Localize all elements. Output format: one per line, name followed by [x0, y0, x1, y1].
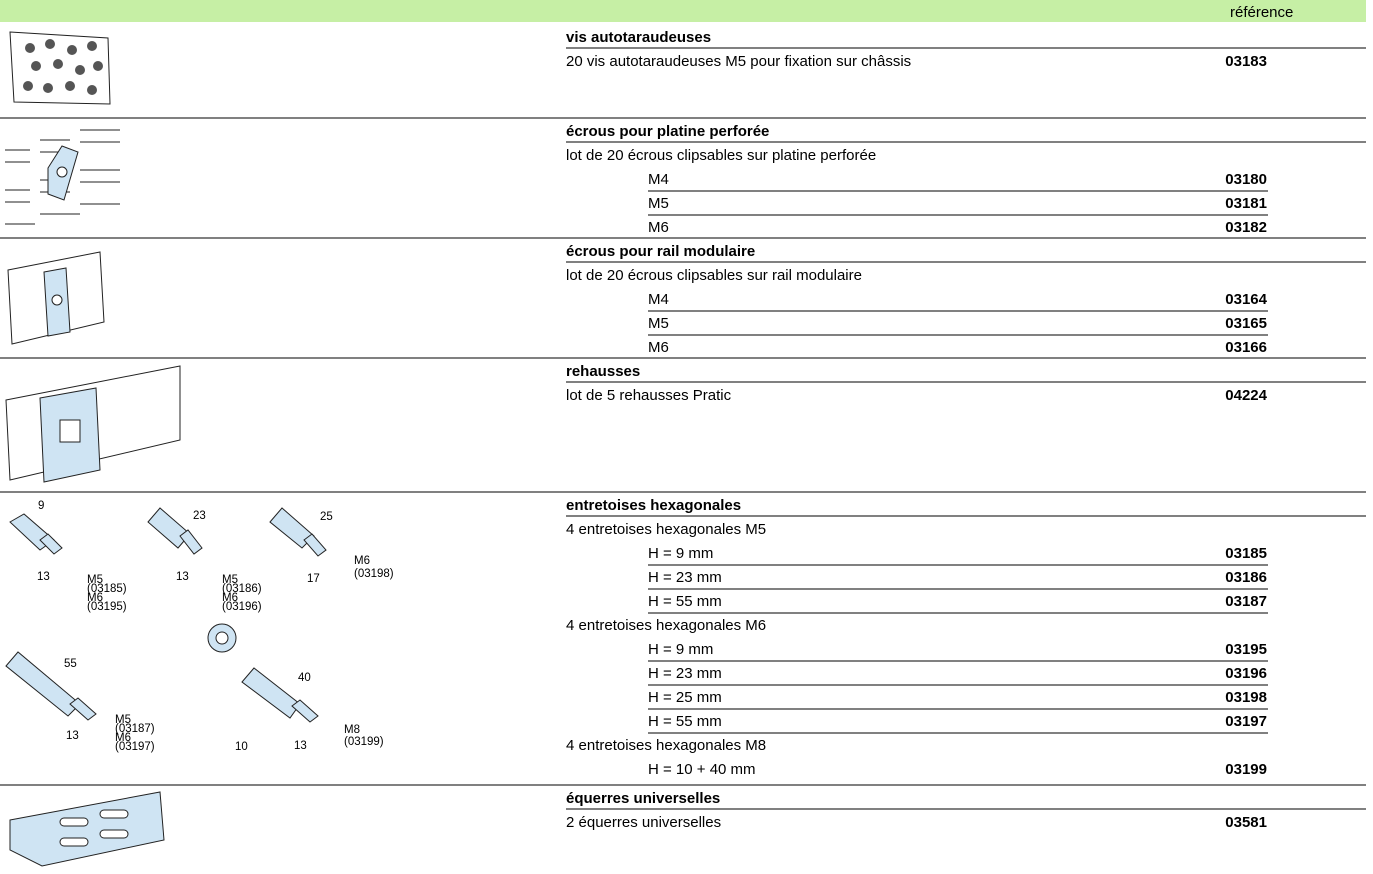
figure-label: (03196): [222, 601, 262, 613]
figure-label: M5: [115, 714, 131, 726]
variant-reference: 03180: [1225, 171, 1267, 188]
figure-label: M6: [87, 592, 103, 604]
figure-label: M5: [222, 574, 238, 586]
variant-reference: 03197: [1225, 713, 1267, 730]
section-title: entretoises hexagonales: [566, 497, 741, 514]
variant-label: M4: [648, 291, 669, 308]
figure-label: 13: [294, 740, 307, 752]
din-rail-nut-illustration: [7, 251, 105, 345]
section-title: écrous pour rail modulaire: [566, 243, 755, 260]
header-bar: [0, 0, 1366, 22]
figure-label: (03197): [115, 741, 155, 753]
variant-label: M5: [648, 315, 669, 332]
item-label: lot de 5 rehausses Pratic: [566, 387, 732, 404]
variant-label: H = 55 mm: [648, 593, 722, 610]
riser-illustration: [5, 365, 181, 483]
figure-label: 10: [235, 741, 248, 753]
reference-header: référence: [1230, 4, 1293, 21]
figure-label: 13: [66, 730, 79, 742]
variant-label: H = 23 mm: [648, 569, 722, 586]
section-title: équerres universelles: [566, 790, 720, 807]
figure-label: (03186): [222, 583, 262, 595]
figure-label: 9: [38, 500, 44, 512]
item-label: 4 entretoises hexagonales M8: [566, 737, 766, 754]
item-label: 4 entretoises hexagonales M6: [566, 617, 766, 634]
figure-label: 13: [176, 571, 189, 583]
variant-label: M6: [648, 219, 669, 236]
variant-reference: 03186: [1225, 569, 1267, 586]
figure-label: M6: [222, 592, 238, 604]
variant-reference: 03199: [1225, 761, 1267, 778]
figure-label: (03185): [87, 583, 127, 595]
variant-label: H = 55 mm: [648, 713, 722, 730]
figure-label: (03199): [344, 736, 384, 748]
variant-label: H = 9 mm: [648, 641, 713, 658]
figure-label: M5: [87, 574, 103, 586]
figure-label: 13: [37, 571, 50, 583]
variant-label: H = 23 mm: [648, 665, 722, 682]
item-reference: 04224: [1225, 387, 1267, 404]
figure-label: (03187): [115, 723, 155, 735]
variant-label: H = 25 mm: [648, 689, 722, 706]
figure-label: (03195): [87, 601, 127, 613]
section-title: écrous pour platine perforée: [566, 123, 769, 140]
variant-reference: 03195: [1225, 641, 1267, 658]
item-label: 20 vis autotaraudeuses M5 pour fixation …: [566, 53, 911, 70]
variant-label: M5: [648, 195, 669, 212]
variant-reference: 03187: [1225, 593, 1267, 610]
item-label: lot de 20 écrous clipsables sur platine …: [566, 147, 876, 164]
variant-reference: 03185: [1225, 545, 1267, 562]
variant-reference: 03164: [1225, 291, 1267, 308]
figure-label: 40: [298, 672, 311, 684]
item-reference: 03581: [1225, 814, 1267, 831]
variant-label: H = 9 mm: [648, 545, 713, 562]
variant-reference: 03182: [1225, 219, 1267, 236]
variant-label: H = 10 + 40 mm: [648, 761, 756, 778]
variant-reference: 03166: [1225, 339, 1267, 356]
item-label: 4 entretoises hexagonales M5: [566, 521, 766, 538]
standoffs-illustration: [5, 507, 327, 723]
item-label: lot de 20 écrous clipsables sur rail mod…: [566, 267, 862, 284]
screws-illustration: [9, 31, 111, 105]
figure-label: M6: [115, 732, 131, 744]
variant-reference: 03165: [1225, 315, 1267, 332]
section-title: rehausses: [566, 363, 640, 380]
item-reference: 03183: [1225, 53, 1267, 70]
variant-label: M4: [648, 171, 669, 188]
figure-label: 25: [320, 511, 333, 523]
variant-reference: 03181: [1225, 195, 1267, 212]
figure-label: M8: [344, 724, 360, 736]
figure-label: M6: [354, 555, 370, 567]
bracket-illustration: [9, 791, 165, 867]
variant-reference: 03198: [1225, 689, 1267, 706]
perforated-plate-illustration: [5, 129, 120, 225]
figure-label: (03198): [354, 568, 394, 580]
figure-label: 55: [64, 658, 77, 670]
figure-label: 23: [193, 510, 206, 522]
item-label: 2 équerres universelles: [566, 814, 721, 831]
variant-label: M6: [648, 339, 669, 356]
section-title: vis autotaraudeuses: [566, 29, 711, 46]
variant-reference: 03196: [1225, 665, 1267, 682]
figure-label: 17: [307, 573, 320, 585]
